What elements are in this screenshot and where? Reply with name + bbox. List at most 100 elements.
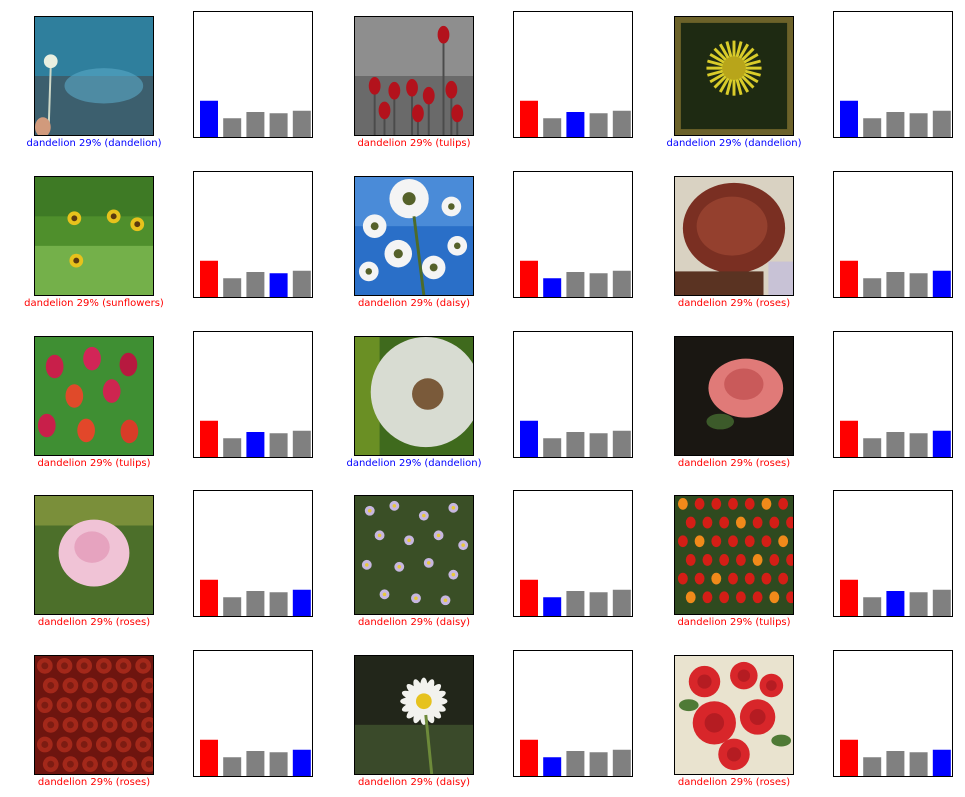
flower-image — [354, 176, 474, 296]
probability-bar-chart — [193, 650, 313, 777]
prediction-caption: dandelion 29% (roses) — [37, 617, 151, 628]
probability-bar-chart — [193, 490, 313, 617]
pink-rose-dark-photo — [675, 337, 793, 455]
probability-bar-chart — [833, 11, 953, 138]
prediction-caption: dandelion 29% (sunflowers) — [24, 298, 164, 309]
bar-sunflowers — [589, 433, 608, 457]
bar-tulips — [566, 112, 585, 137]
probability-bar-chart — [193, 331, 313, 458]
pale-pink-rose-photo — [35, 496, 153, 614]
prediction-caption: dandelion 29% (dandelion) — [666, 138, 802, 149]
probability-bar-chart — [833, 490, 953, 617]
bar-dandelion — [200, 579, 218, 616]
bar-tulips — [566, 751, 585, 776]
bar-sunflowers — [909, 592, 928, 616]
bar-daisy — [223, 118, 242, 137]
bar-roses — [932, 430, 951, 457]
probability-bar-chart — [193, 11, 313, 138]
bar-roses — [612, 270, 631, 297]
bars — [200, 420, 311, 457]
probability-bar-chart — [513, 490, 633, 617]
bar-tulips — [246, 591, 265, 616]
bar-sunflowers — [269, 113, 288, 137]
bars — [200, 739, 311, 776]
bar-daisy — [863, 597, 882, 616]
bars — [200, 260, 311, 297]
probability-bar-chart — [833, 650, 953, 777]
bar-tulips — [886, 751, 905, 776]
bar-sunflowers — [269, 273, 288, 297]
bar-tulips — [886, 112, 905, 137]
flower-image — [354, 16, 474, 136]
bars — [840, 579, 951, 616]
bar-roses — [612, 749, 631, 776]
bar-daisy — [543, 438, 562, 457]
bar-daisy — [223, 757, 242, 776]
flower-image — [674, 16, 794, 136]
flower-image — [354, 336, 474, 456]
prediction-caption: dandelion 29% (roses) — [677, 777, 791, 788]
bar-tulips — [246, 272, 265, 297]
bar-dandelion — [520, 420, 538, 457]
bar-dandelion — [840, 420, 858, 457]
bar-sunflowers — [909, 113, 928, 137]
bar-dandelion — [840, 260, 858, 297]
probability-bar-chart — [193, 171, 313, 298]
bars — [520, 100, 631, 137]
bar-daisy — [543, 118, 562, 137]
single-daisy-photo — [355, 656, 473, 774]
bars — [520, 420, 631, 457]
prediction-caption: dandelion 29% (tulips) — [37, 458, 151, 469]
flower-image — [354, 495, 474, 615]
bar-sunflowers — [589, 592, 608, 616]
bars — [520, 260, 631, 297]
flower-image — [34, 176, 154, 296]
bar-daisy — [863, 757, 882, 776]
bar-sunflowers — [909, 433, 928, 457]
bar-daisy — [223, 278, 242, 297]
bar-roses — [932, 589, 951, 616]
bar-sunflowers — [269, 592, 288, 616]
bar-roses — [612, 589, 631, 616]
bar-daisy — [863, 118, 882, 137]
red-roses-mass-photo — [35, 656, 153, 774]
flower-image — [674, 495, 794, 615]
bar-sunflowers — [269, 433, 288, 457]
bar-sunflowers — [589, 752, 608, 776]
sunflowers-field-photo — [35, 177, 153, 295]
bar-sunflowers — [909, 273, 928, 297]
bars — [840, 739, 951, 776]
prediction-caption: dandelion 29% (roses) — [37, 777, 151, 788]
bar-daisy — [863, 278, 882, 297]
flower-image — [674, 336, 794, 456]
probability-bar-chart — [513, 11, 633, 138]
bar-dandelion — [840, 100, 858, 137]
bars — [200, 100, 311, 137]
small-purple-daisies-photo — [355, 496, 473, 614]
bar-tulips — [886, 432, 905, 457]
bar-tulips — [886, 272, 905, 297]
bars — [520, 579, 631, 616]
probability-bar-chart — [513, 650, 633, 777]
bar-roses — [292, 589, 311, 616]
prediction-caption: dandelion 29% (roses) — [677, 458, 791, 469]
bar-tulips — [246, 432, 265, 457]
bar-sunflowers — [909, 752, 928, 776]
bar-tulips — [566, 591, 585, 616]
probability-bar-chart — [513, 331, 633, 458]
bar-roses — [292, 749, 311, 776]
bar-tulips — [566, 272, 585, 297]
daisies-blue-sky-photo — [355, 177, 473, 295]
bar-dandelion — [840, 579, 858, 616]
prediction-caption: dandelion 29% (roses) — [677, 298, 791, 309]
yellow-dandelion-framed-photo — [675, 17, 793, 135]
flower-image — [34, 16, 154, 136]
prediction-caption: dandelion 29% (daisy) — [357, 777, 471, 788]
prediction-caption: dandelion 29% (daisy) — [357, 298, 471, 309]
bars — [200, 579, 311, 616]
dandelion-seed-head-photo — [35, 17, 153, 135]
flower-image — [674, 655, 794, 775]
prediction-caption: dandelion 29% (tulips) — [357, 138, 471, 149]
bar-tulips — [566, 432, 585, 457]
